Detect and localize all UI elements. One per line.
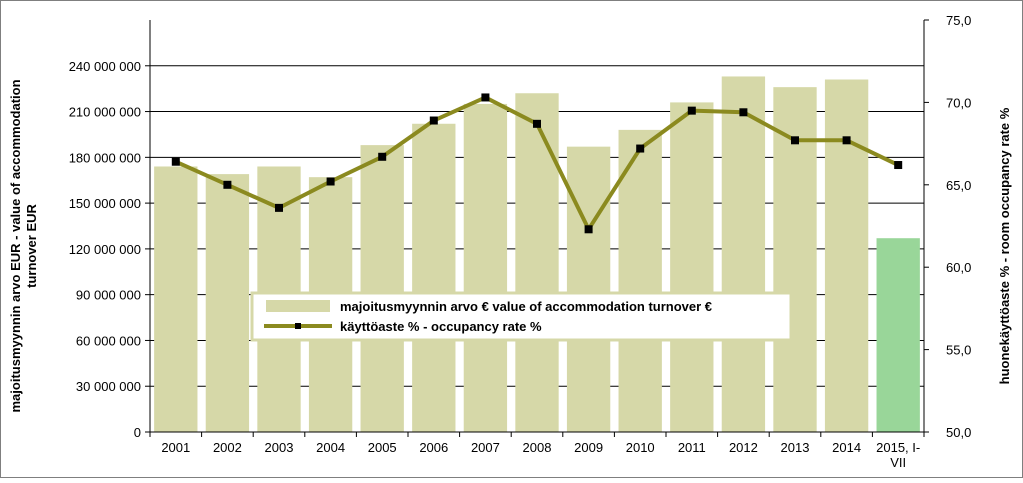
line-marker [687,106,696,115]
y2-tick-label: 50,0 [946,425,971,440]
x-tick-label: 2015, I-VII [876,440,920,470]
y-tick-label: 120 000 000 [69,242,141,257]
y2-tick-label: 70,0 [946,95,971,110]
x-tick-label: 2006 [419,440,448,455]
y-tick-label: 0 [134,425,141,440]
line-marker [481,93,490,102]
legend: majoitusmyynnin arvo € value of accommod… [250,291,793,342]
x-tick-label: 2014 [832,440,861,455]
y-tick-label: 210 000 000 [69,105,141,120]
x-tick-label: 2002 [213,440,242,455]
bar [515,93,559,432]
bar [773,87,817,432]
y-tick-label: 240 000 000 [69,59,141,74]
bar [360,145,404,433]
bar [618,129,662,432]
y-tick-label: 180 000 000 [69,150,141,165]
x-tick-label: 2012 [729,440,758,455]
line-marker [223,180,232,189]
x-tick-label: 2009 [574,440,603,455]
line-marker [894,161,903,170]
bar [412,123,456,432]
x-tick-label: 2007 [471,440,500,455]
axes [145,19,929,437]
x-tick-label: 2005 [368,440,397,455]
legend-label-line: käyttöaste % - occupancy rate % [340,319,542,334]
tick-labels: 0 30 000 000 60 000 000 90 000 000 120 000 0… [69,13,972,470]
line-marker [275,203,283,212]
legend-label-bar: majoitusmyynnin arvo € value of accommod… [340,299,712,314]
legend-swatch-bar [266,300,330,312]
x-tick-label: 2004 [316,440,345,455]
line-marker [636,144,645,153]
line-marker [739,108,748,117]
line-marker [171,157,180,166]
y2-axis-label: huonekäyttöaste % - room occupancy rate … [997,107,1012,384]
bar-series [154,76,920,433]
y2-tick-label: 75,0 [946,13,971,28]
y-tick-label: 60 000 000 [76,333,141,348]
bar [154,166,198,432]
line-marker [791,136,799,145]
line-marker [533,119,541,128]
line-marker [429,116,438,125]
x-tick-label: 2013 [781,440,810,455]
line-marker [326,177,335,186]
legend-box [250,291,793,342]
y-tick-label: 90 000 000 [76,288,141,303]
x-tick-label: 2003 [265,440,294,455]
line-marker [378,152,387,161]
line-marker [584,225,593,234]
bar [721,76,766,432]
y-axis-label: majoitusmyynnin arvo EUR - value of acco… [8,79,39,412]
y2-tick-label: 60,0 [946,260,971,275]
y2-tick-label: 65,0 [946,178,971,193]
bar [824,79,869,432]
line-series [171,93,903,234]
line-marker [842,136,851,145]
x-tick-label: 2011 [678,440,706,455]
bar [876,238,920,432]
x-tick-label: 2008 [523,440,552,455]
bar [670,102,714,433]
bar [205,174,250,432]
bar [463,103,508,432]
y-tick-label: 30 000 000 [76,379,141,394]
legend-swatch-marker [295,323,301,329]
x-tick-label: 2010 [626,440,655,455]
x-tick-label: 2001 [161,440,190,455]
y2-tick-label: 55,0 [946,343,971,358]
bar [566,146,611,432]
y-tick-label: 150 000 000 [69,196,141,211]
